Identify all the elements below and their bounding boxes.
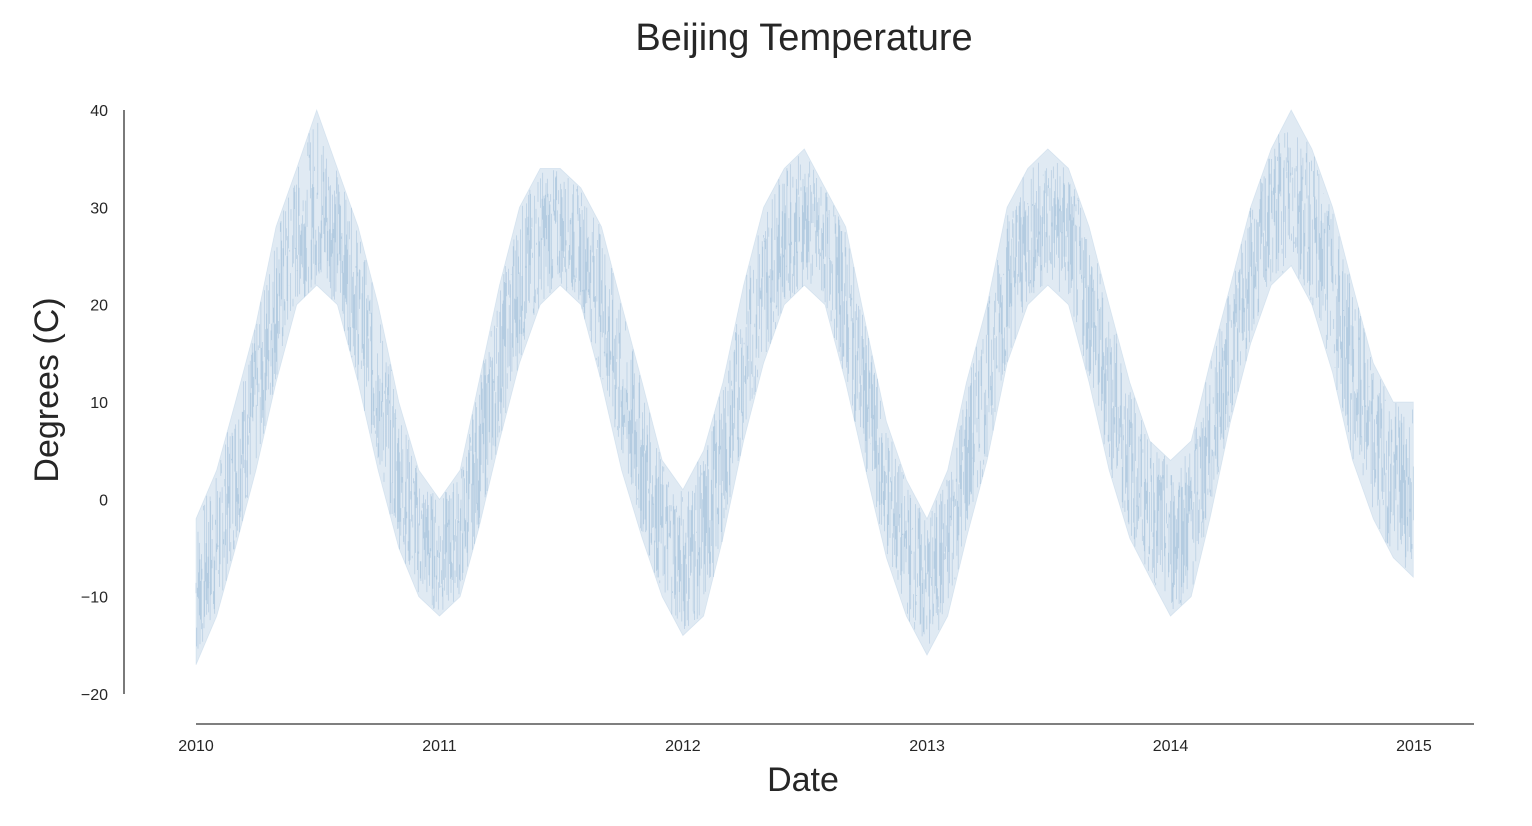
y-axis-label: Degrees (C): [28, 297, 66, 482]
y-tick-label: 10: [90, 395, 108, 412]
chart-title: Beijing Temperature: [635, 17, 972, 59]
x-tick-label: 2015: [1396, 738, 1432, 755]
y-tick-label: −20: [81, 687, 108, 704]
x-tick-labels: 2010 2011 2012 2013 2014 2015: [178, 738, 1432, 755]
temperature-band: [195, 108, 1414, 665]
temperature-noise: [195, 122, 1414, 649]
y-tick-label: −10: [81, 590, 108, 607]
y-tick-label: 0: [99, 492, 108, 509]
y-tick-label: 20: [90, 298, 108, 315]
y-tick-label: 40: [90, 103, 108, 120]
y-tick-labels: −20 −10 0 10 20 30 40: [81, 103, 108, 704]
x-tick-label: 2010: [178, 738, 214, 755]
x-axis-label: Date: [767, 761, 839, 799]
x-tick-label: 2014: [1153, 738, 1189, 755]
y-tick-label: 30: [90, 200, 108, 217]
plot-area: [195, 108, 1414, 665]
x-tick-label: 2013: [909, 738, 945, 755]
x-tick-label: 2011: [422, 738, 457, 755]
x-tick-label: 2012: [665, 738, 701, 755]
